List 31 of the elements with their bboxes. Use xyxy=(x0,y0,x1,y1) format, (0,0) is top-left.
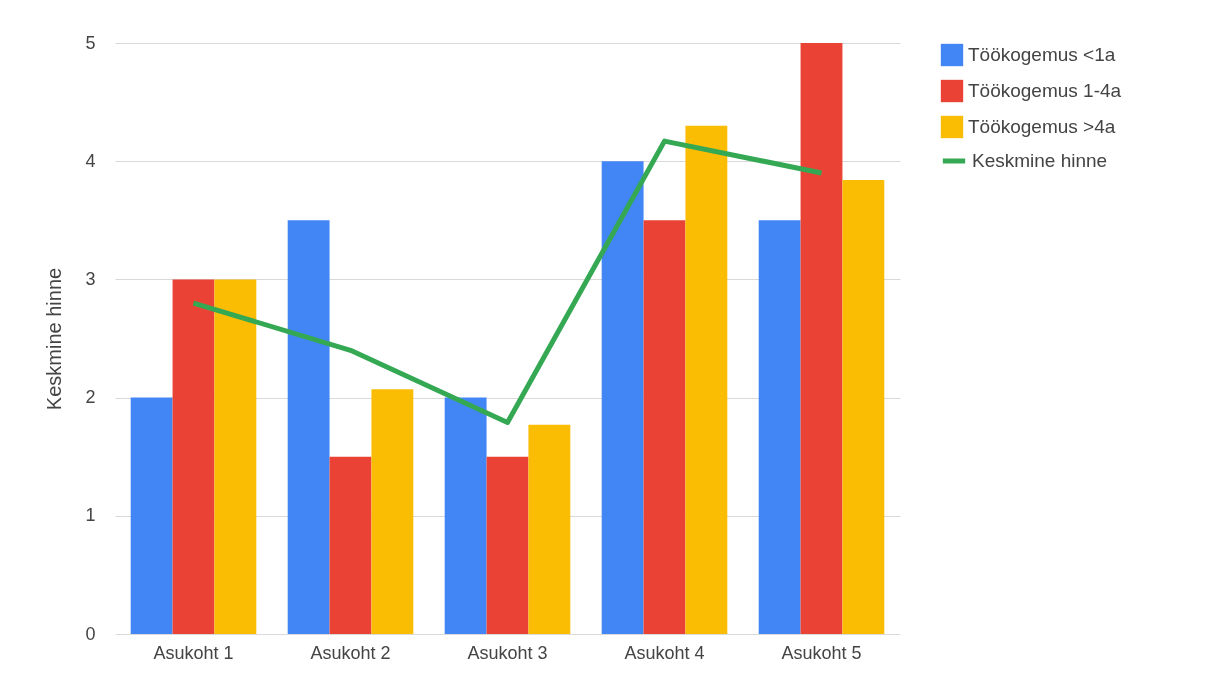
bar xyxy=(287,220,330,634)
x-tick-label: Asukoht 2 xyxy=(310,642,391,663)
bar xyxy=(444,397,487,634)
bar xyxy=(486,456,529,634)
x-tick-label: Asukoht 3 xyxy=(467,642,548,663)
x-tick-label: Asukoht 4 xyxy=(624,642,705,663)
legend-label: Töökogemus >4a xyxy=(968,116,1116,137)
bar xyxy=(371,389,414,634)
bar xyxy=(643,220,686,634)
legend-label: Keskmine hinne xyxy=(972,150,1108,171)
y-axis-title: Keskmine hinne xyxy=(43,267,66,411)
y-tick-label: 2 xyxy=(85,387,96,408)
legend-label: Töökogemus 1-4a xyxy=(968,80,1122,101)
bar xyxy=(758,220,801,634)
bar xyxy=(800,43,843,634)
legend-label: Töökogemus <1a xyxy=(968,44,1116,65)
bar xyxy=(214,279,257,634)
bar xyxy=(130,397,173,634)
y-tick-label: 3 xyxy=(85,268,96,289)
bar xyxy=(842,180,885,634)
y-tick-label: 5 xyxy=(85,32,96,53)
y-tick-label: 4 xyxy=(85,150,96,171)
bar xyxy=(601,161,644,634)
y-tick-label: 0 xyxy=(85,623,96,644)
x-tick-label: Asukoht 5 xyxy=(781,642,862,663)
bar xyxy=(172,279,215,634)
y-tick-label: 1 xyxy=(85,505,96,526)
bar xyxy=(329,456,372,634)
bar xyxy=(528,424,571,634)
bar xyxy=(685,125,728,634)
x-tick-label: Asukoht 1 xyxy=(153,642,234,663)
